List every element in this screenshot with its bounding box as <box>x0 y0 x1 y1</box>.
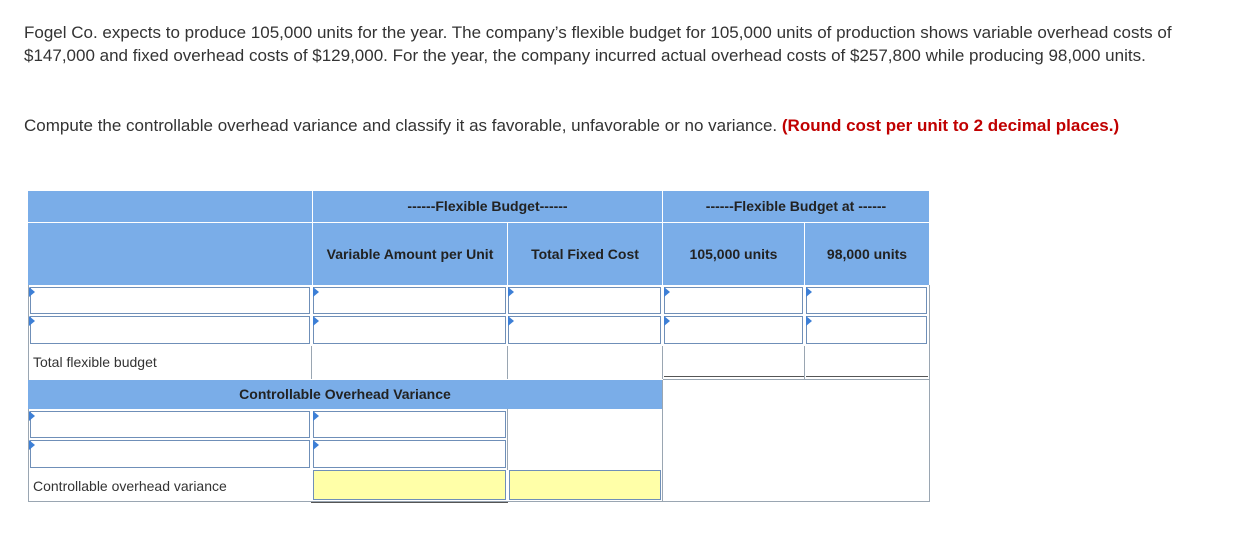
row1-105000-input[interactable] <box>664 287 803 314</box>
controllable-section-header <box>28 380 662 409</box>
divider <box>662 346 663 379</box>
controllable-variance-amount-input[interactable] <box>313 470 506 500</box>
group-header-flexible-budget: ------Flexible Budget------ <box>407 198 568 214</box>
controllable-section-title: Controllable Overhead Variance <box>239 386 451 402</box>
row1-variable-input[interactable] <box>313 287 506 314</box>
instruction-text: Compute the controllable overhead varian… <box>24 116 778 135</box>
input-marker <box>313 287 319 297</box>
input-marker <box>29 440 35 450</box>
input-marker <box>664 287 670 297</box>
controllable-variance-label: Controllable overhead variance <box>33 478 227 494</box>
row1-label-input[interactable] <box>30 287 310 314</box>
controllable-row1-amount-input[interactable] <box>313 411 506 438</box>
input-marker <box>29 411 35 421</box>
header-row-2-105 <box>663 223 804 285</box>
header-row-2-fixed <box>508 223 662 285</box>
row2-105000-input[interactable] <box>664 316 803 344</box>
input-marker <box>313 440 319 450</box>
col-header-variable-amount: Variable Amount per Unit <box>326 245 494 262</box>
input-marker <box>508 287 514 297</box>
row2-98000-input[interactable] <box>806 316 927 344</box>
input-marker <box>806 316 812 326</box>
input-marker <box>508 316 514 326</box>
input-marker <box>313 411 319 421</box>
divider <box>507 409 508 470</box>
table-bottom-border <box>28 501 930 502</box>
divider <box>662 380 663 501</box>
row2-fixed-input[interactable] <box>508 316 661 344</box>
rounding-hint: (Round cost per unit to 2 decimal places… <box>781 116 1120 135</box>
variance-classification-select[interactable] <box>509 470 661 500</box>
controllable-row2-label-input[interactable] <box>30 440 310 468</box>
divider <box>311 346 312 379</box>
variance-double-underline <box>311 502 508 503</box>
col-header-105000-units: 105,000 units <box>689 245 778 262</box>
col-header-98000-units: 98,000 units <box>826 245 908 262</box>
total-underline-105000 <box>664 376 804 377</box>
header-row-2-var <box>313 223 507 285</box>
header-row-2-98 <box>805 223 929 285</box>
row1-fixed-input[interactable] <box>508 287 661 314</box>
total-flexible-budget-label: Total flexible budget <box>33 354 157 370</box>
controllable-row1-label-input[interactable] <box>30 411 310 438</box>
col-header-total-fixed-cost: Total Fixed Cost <box>531 245 639 262</box>
input-marker <box>29 287 35 297</box>
total-row-bottom <box>663 379 929 380</box>
total-underline-98000 <box>806 376 928 377</box>
divider <box>507 346 508 379</box>
group-header-flexible-budget-at: ------Flexible Budget at ------ <box>705 198 887 214</box>
header-row-1-left <box>28 191 312 222</box>
input-marker <box>313 316 319 326</box>
header-row-1-flexat <box>663 191 929 222</box>
input-marker <box>806 287 812 297</box>
table-right-border <box>929 285 930 502</box>
row2-label-input[interactable] <box>30 316 310 344</box>
header-row-1-flex <box>313 191 662 222</box>
divider <box>804 346 805 379</box>
row1-98000-input[interactable] <box>806 287 927 314</box>
row2-variable-input[interactable] <box>313 316 506 344</box>
problem-statement: Fogel Co. expects to produce 105,000 uni… <box>24 23 1172 65</box>
input-marker <box>664 316 670 326</box>
controllable-row2-amount-input[interactable] <box>313 440 506 468</box>
header-row-2-left <box>28 223 312 285</box>
instruction: Compute the controllable overhead varian… <box>24 114 1214 137</box>
input-marker <box>29 316 35 326</box>
